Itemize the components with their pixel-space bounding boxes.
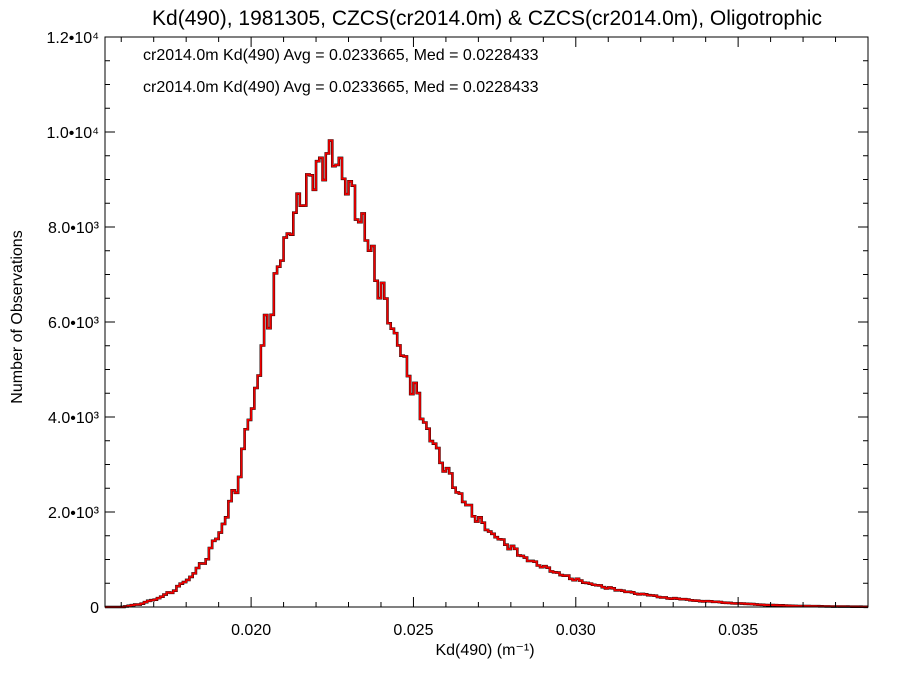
y-axis-ticks: 0 2.0•10³ 4.0•10³ 6.0•10³ 8.0•10³ 1.0•10⁴ 1.2•…	[46, 30, 868, 617]
x-tick-label: 0.030	[556, 622, 596, 639]
y-tick-label: 2.0•10³	[48, 505, 100, 522]
y-tick-label: 1.2•10⁴	[46, 30, 99, 47]
y-tick-label: 6.0•10³	[48, 315, 100, 332]
x-tick-label: 0.035	[718, 622, 758, 639]
plot-frame	[104, 36, 869, 608]
x-tick-label: 0.020	[231, 622, 271, 639]
y-tick-label: 4.0•10³	[48, 410, 100, 427]
x-axis-ticks: 0.020 0.025 0.030 0.035	[120, 37, 837, 639]
chart-title: Kd(490), 1981305, CZCS(cr2014.0m) & CZCS…	[152, 7, 822, 30]
y-tick-label: 1.0•10⁴	[46, 125, 99, 142]
y-axis-label: Number of Observations	[9, 230, 26, 403]
y-tick-label: 0	[90, 600, 99, 617]
y-tick-label: 8.0•10³	[48, 220, 100, 237]
stats-annotation-red: cr2014.0m Kd(490) Avg = 0.0233665, Med =…	[143, 79, 539, 96]
x-axis-label: Kd(490) (m⁻¹)	[435, 642, 534, 659]
histogram-series-2	[105, 139, 868, 608]
histogram-series	[105, 139, 868, 609]
x-tick-label: 0.025	[393, 622, 433, 639]
stats-annotation-black: cr2014.0m Kd(490) Avg = 0.0233665, Med =…	[143, 47, 539, 64]
